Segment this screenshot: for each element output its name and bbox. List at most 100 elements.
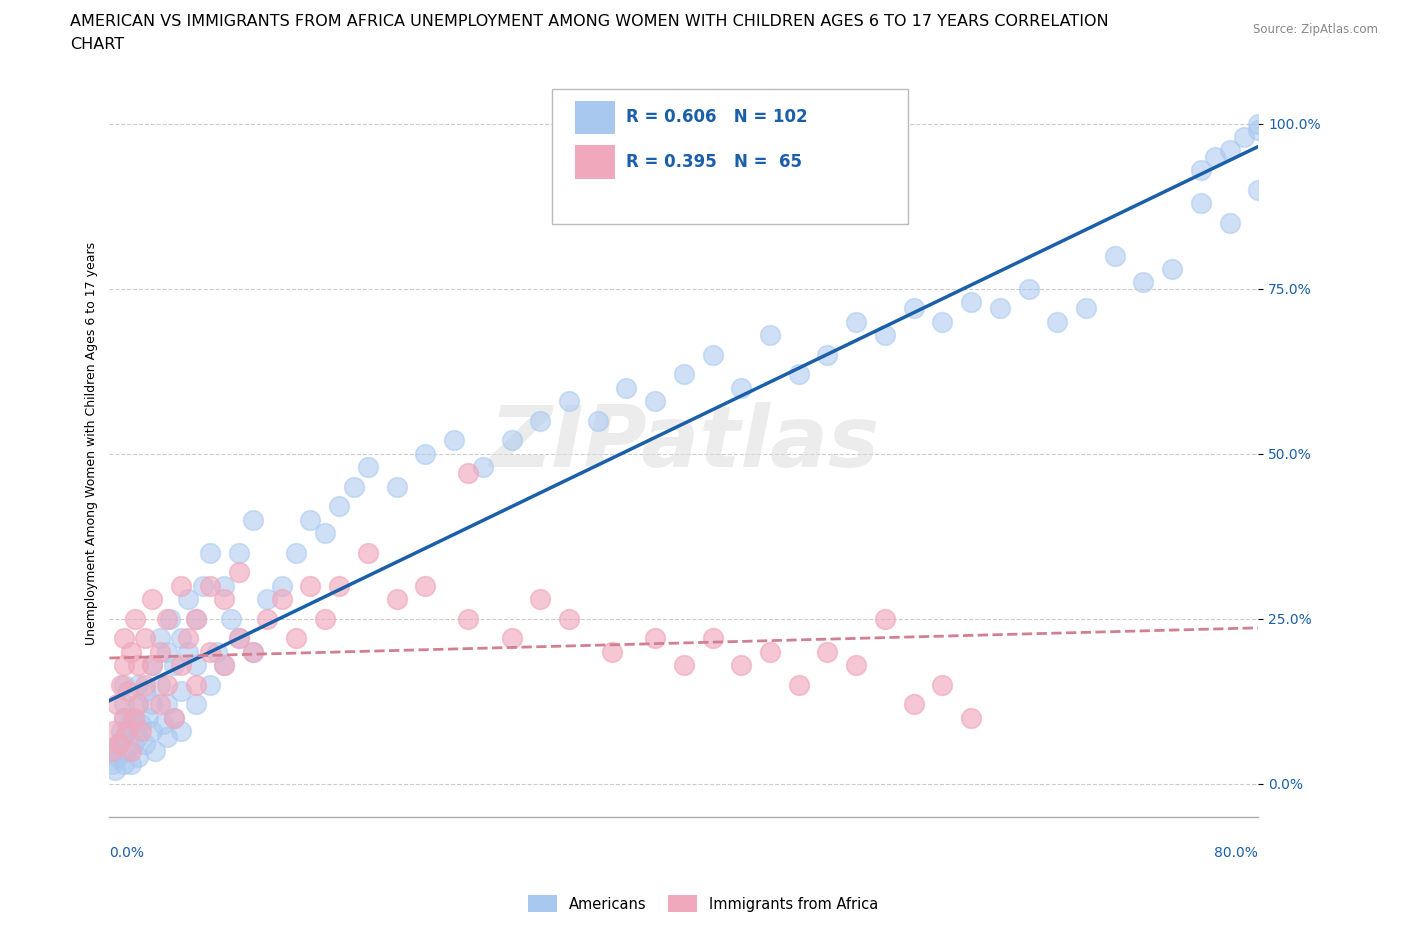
Point xyxy=(134,677,156,692)
Point xyxy=(149,677,172,692)
Point xyxy=(1046,314,1069,329)
Point xyxy=(214,658,236,672)
Point xyxy=(163,658,186,672)
Point xyxy=(988,301,1011,316)
Point xyxy=(314,525,336,540)
Point xyxy=(644,393,666,408)
Point xyxy=(1233,129,1256,144)
Point xyxy=(256,611,278,626)
Point xyxy=(1247,182,1270,197)
Point xyxy=(443,433,465,448)
Point xyxy=(931,314,953,329)
Text: R = 0.395   N =  65: R = 0.395 N = 65 xyxy=(627,153,803,171)
Point xyxy=(122,711,145,725)
Point xyxy=(242,644,264,659)
Point xyxy=(903,697,925,711)
Point xyxy=(256,591,278,606)
Point xyxy=(328,578,350,593)
Point xyxy=(357,545,380,560)
Point xyxy=(141,724,163,738)
Point xyxy=(817,644,839,659)
Point xyxy=(586,413,609,428)
Point xyxy=(285,631,308,645)
Point xyxy=(120,743,142,758)
Point xyxy=(1104,248,1126,263)
Point xyxy=(129,724,152,738)
Point xyxy=(299,578,322,593)
Point xyxy=(129,717,152,732)
Point xyxy=(702,347,724,362)
Point xyxy=(529,591,551,606)
Point xyxy=(115,724,138,738)
Point xyxy=(501,433,523,448)
Point xyxy=(214,578,236,593)
Point xyxy=(145,743,167,758)
Point xyxy=(134,737,156,751)
Point xyxy=(115,743,138,758)
Point xyxy=(1219,215,1241,230)
Point xyxy=(228,631,250,645)
Point xyxy=(759,644,782,659)
Point xyxy=(127,730,149,745)
Point xyxy=(1018,281,1040,296)
Point xyxy=(903,301,925,316)
Point xyxy=(184,697,207,711)
Point xyxy=(112,631,135,645)
Point xyxy=(105,750,128,764)
Point xyxy=(170,724,193,738)
Point xyxy=(141,697,163,711)
Point xyxy=(228,545,250,560)
Point xyxy=(105,697,128,711)
Point xyxy=(163,711,186,725)
FancyBboxPatch shape xyxy=(551,89,908,224)
Point xyxy=(127,677,149,692)
Text: R = 0.606   N = 102: R = 0.606 N = 102 xyxy=(627,108,808,126)
Point xyxy=(845,314,868,329)
Legend: Americans, Immigrants from Africa: Americans, Immigrants from Africa xyxy=(522,890,884,918)
Point xyxy=(120,711,142,725)
Point xyxy=(357,459,380,474)
Point xyxy=(191,578,214,593)
Point xyxy=(1189,195,1212,210)
Point xyxy=(198,677,221,692)
Point xyxy=(558,611,581,626)
Text: ZIPatlas: ZIPatlas xyxy=(489,402,879,485)
Point xyxy=(221,611,243,626)
Point xyxy=(170,631,193,645)
Point xyxy=(112,756,135,771)
Point xyxy=(112,677,135,692)
Point xyxy=(198,545,221,560)
Point xyxy=(415,446,437,461)
Point xyxy=(152,717,174,732)
Point xyxy=(702,631,724,645)
Point xyxy=(198,644,221,659)
Point xyxy=(149,697,172,711)
Point xyxy=(314,611,336,626)
Point xyxy=(170,658,193,672)
Point xyxy=(270,591,292,606)
Point xyxy=(127,697,149,711)
Point xyxy=(177,631,200,645)
Point xyxy=(228,565,250,579)
Point xyxy=(342,479,364,494)
Point xyxy=(122,737,145,751)
Point xyxy=(104,763,127,777)
Point xyxy=(124,717,146,732)
Point xyxy=(127,697,149,711)
Point xyxy=(101,756,124,771)
Point xyxy=(112,711,135,725)
Point xyxy=(817,347,839,362)
Point xyxy=(112,730,135,745)
Point xyxy=(787,677,810,692)
Point xyxy=(117,724,139,738)
Point xyxy=(156,611,179,626)
Point xyxy=(299,512,322,527)
Y-axis label: Unemployment Among Women with Children Ages 6 to 17 years: Unemployment Among Women with Children A… xyxy=(86,242,98,645)
Point xyxy=(127,750,149,764)
Point xyxy=(1204,149,1226,164)
Point xyxy=(156,644,179,659)
Point xyxy=(214,591,236,606)
Point xyxy=(931,677,953,692)
Point xyxy=(1189,163,1212,178)
Point xyxy=(136,711,159,725)
